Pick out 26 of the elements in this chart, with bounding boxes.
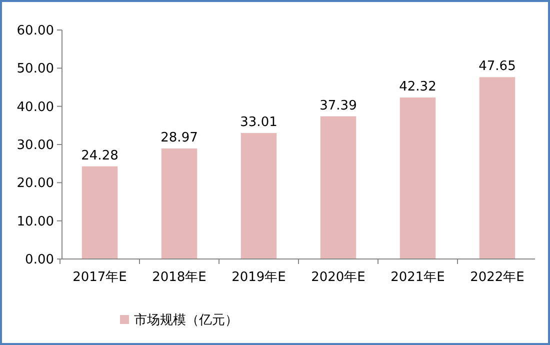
bar [400, 97, 436, 259]
legend-label: 市场规模（亿元） [134, 313, 238, 328]
bar [320, 116, 356, 259]
data-label: 24.28 [81, 148, 118, 164]
y-tick-label: 30.00 [16, 138, 54, 154]
bar [479, 77, 516, 259]
x-tick-label: 2017年E [72, 270, 127, 285]
y-tick-label: 50.00 [16, 62, 54, 77]
y-tick-label: 40.00 [16, 100, 54, 115]
y-tick-label: 0.00 [25, 252, 54, 268]
x-tick-label: 2018年E [152, 270, 206, 285]
y-tick-label: 60.00 [16, 24, 54, 39]
data-label: 47.65 [478, 59, 516, 74]
bar [82, 166, 118, 259]
data-label: 33.01 [240, 115, 278, 130]
data-label: 42.32 [399, 79, 436, 94]
bar [240, 133, 277, 259]
x-tick-label: 2022年E [470, 270, 524, 285]
y-tick-label: 20.00 [16, 176, 54, 192]
data-label: 28.97 [160, 130, 198, 146]
x-tick-label: 2021年E [390, 270, 445, 285]
x-tick-label: 2020年E [311, 270, 366, 285]
y-tick-label: 10.00 [16, 214, 54, 230]
data-label: 37.39 [320, 98, 357, 114]
bar [161, 148, 198, 259]
x-tick-label: 2019年E [232, 270, 286, 285]
